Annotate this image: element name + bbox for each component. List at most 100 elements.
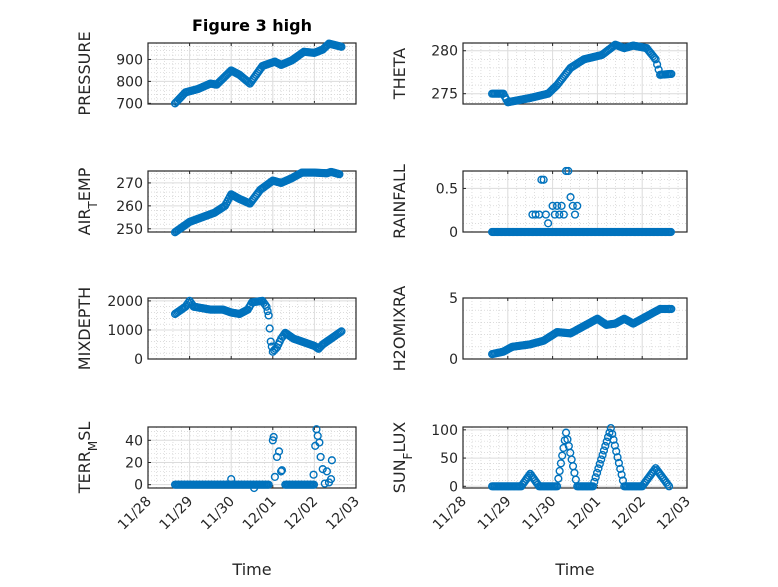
y-label-subscript: M xyxy=(86,441,100,451)
y-tick-label: 1000 xyxy=(107,323,143,339)
data-point xyxy=(227,475,236,484)
y-axis-label: RAINFALL xyxy=(390,164,409,239)
axes-box xyxy=(462,297,688,360)
data-point xyxy=(650,465,659,475)
axes-box xyxy=(147,170,357,233)
y-tick-label: 280 xyxy=(431,44,458,60)
data-point xyxy=(609,435,618,444)
data-point xyxy=(653,60,662,69)
data-point xyxy=(610,441,619,450)
y-tick-label: 0 xyxy=(134,352,143,368)
x-tick-label: 12/01 xyxy=(564,494,604,534)
data-point xyxy=(268,436,277,445)
data-point xyxy=(664,482,674,491)
x-axis-label: Time xyxy=(231,560,271,579)
y-label-text: AIR xyxy=(75,209,94,236)
y-label-text: MIXDEPTH xyxy=(75,287,94,370)
data-point xyxy=(606,424,615,433)
data-point xyxy=(663,480,672,489)
data-point xyxy=(318,465,327,474)
y-label-text: THETA xyxy=(390,48,409,100)
data-point xyxy=(544,219,553,228)
x-axis-label: Time xyxy=(554,560,594,579)
y-label-text: RAINFALL xyxy=(390,164,409,239)
x-tick-label: 11/28 xyxy=(430,494,470,534)
data-point xyxy=(570,210,580,219)
data-point xyxy=(608,429,617,439)
data-point xyxy=(337,327,346,336)
data-point xyxy=(616,464,625,473)
y-label-subscript: T xyxy=(86,201,100,210)
data-point xyxy=(322,467,331,476)
axes-box xyxy=(462,42,688,105)
x-tick-label: 12/02 xyxy=(609,494,649,534)
y-tick-label: 275 xyxy=(431,87,458,103)
subplot-rainfall: 0 0.5 RAINFALL xyxy=(390,164,688,241)
data-point xyxy=(315,438,324,447)
data-point xyxy=(309,470,318,479)
data-point xyxy=(264,311,273,320)
x-tick-label: 11/28 xyxy=(115,494,155,534)
y-label-text: PRESSURE xyxy=(75,31,94,115)
data-point xyxy=(594,464,603,473)
x-tick-label: 12/01 xyxy=(240,494,280,534)
data-point xyxy=(588,482,598,491)
y-tick-label: 270 xyxy=(116,176,143,192)
y-tick-label: 20 xyxy=(125,455,143,471)
data-point xyxy=(327,456,336,465)
y-tick-label: 800 xyxy=(116,74,143,90)
y-tick-label: 2000 xyxy=(107,294,143,310)
y-axis-label: MIXDEPTH xyxy=(75,287,94,370)
data-point xyxy=(558,451,567,460)
x-tick-label: 11/30 xyxy=(520,494,560,534)
data-point xyxy=(667,304,676,314)
y-label-text: SUN xyxy=(390,459,409,493)
data-point xyxy=(601,441,610,451)
y-tick-label: 50 xyxy=(440,451,458,467)
subplot-mixdepth: 0 1000 2000 MIXDEPTH xyxy=(75,287,357,370)
y-label-text: H2OMIXRA xyxy=(390,286,409,372)
y-axis-label: TERRMSL xyxy=(75,422,100,495)
y-tick-label: 700 xyxy=(116,96,143,112)
y-tick-label: 100 xyxy=(431,423,458,439)
y-label-text: EMP xyxy=(75,167,94,201)
data-point xyxy=(651,55,660,64)
y-label-text: LUX xyxy=(390,422,409,453)
y-tick-label: 0 xyxy=(449,479,458,495)
data-point xyxy=(599,446,609,455)
axes-background xyxy=(463,171,687,232)
y-tick-label: 0 xyxy=(134,478,143,494)
data-point xyxy=(270,472,279,482)
data-point xyxy=(555,466,564,476)
data-point xyxy=(612,447,621,456)
data-point xyxy=(320,479,329,488)
data-point xyxy=(274,447,284,456)
data-point xyxy=(555,210,564,219)
subplot-h2omixra: 0 5 H2OMIXRA xyxy=(390,286,688,372)
data-point xyxy=(266,337,275,346)
x-tick-label: 11/30 xyxy=(198,494,238,534)
data-point xyxy=(591,473,600,482)
y-tick-label: 0.5 xyxy=(436,181,458,197)
data-point xyxy=(316,452,325,462)
y-tick-label: 0 xyxy=(449,352,458,368)
data-point xyxy=(337,42,346,51)
data-point xyxy=(277,466,287,475)
subplot-sunflux: 11/28 11/29 11/30 12/01 12/02 12/03 0 50 100 SUNF… xyxy=(390,422,694,579)
chart-title: Figure 3 high xyxy=(192,16,312,35)
y-axis-label: PRESSURE xyxy=(75,31,94,115)
data-point xyxy=(554,474,563,483)
data-point xyxy=(269,432,278,442)
subplot-airtemp: 250 260 270 AIRTEMP xyxy=(75,167,357,238)
data-point xyxy=(541,210,550,219)
subplot-pressure: 700 800 900 PRESSURE xyxy=(75,31,357,116)
data-point xyxy=(667,69,676,79)
y-tick-label: 5 xyxy=(449,291,458,307)
data-point xyxy=(568,201,577,210)
data-point xyxy=(552,201,562,210)
data-point xyxy=(614,458,624,468)
x-tick-label: 12/02 xyxy=(281,494,321,534)
data-point xyxy=(309,480,319,489)
subplot-theta: 275 280 THETA xyxy=(390,40,688,107)
data-point xyxy=(548,201,557,210)
